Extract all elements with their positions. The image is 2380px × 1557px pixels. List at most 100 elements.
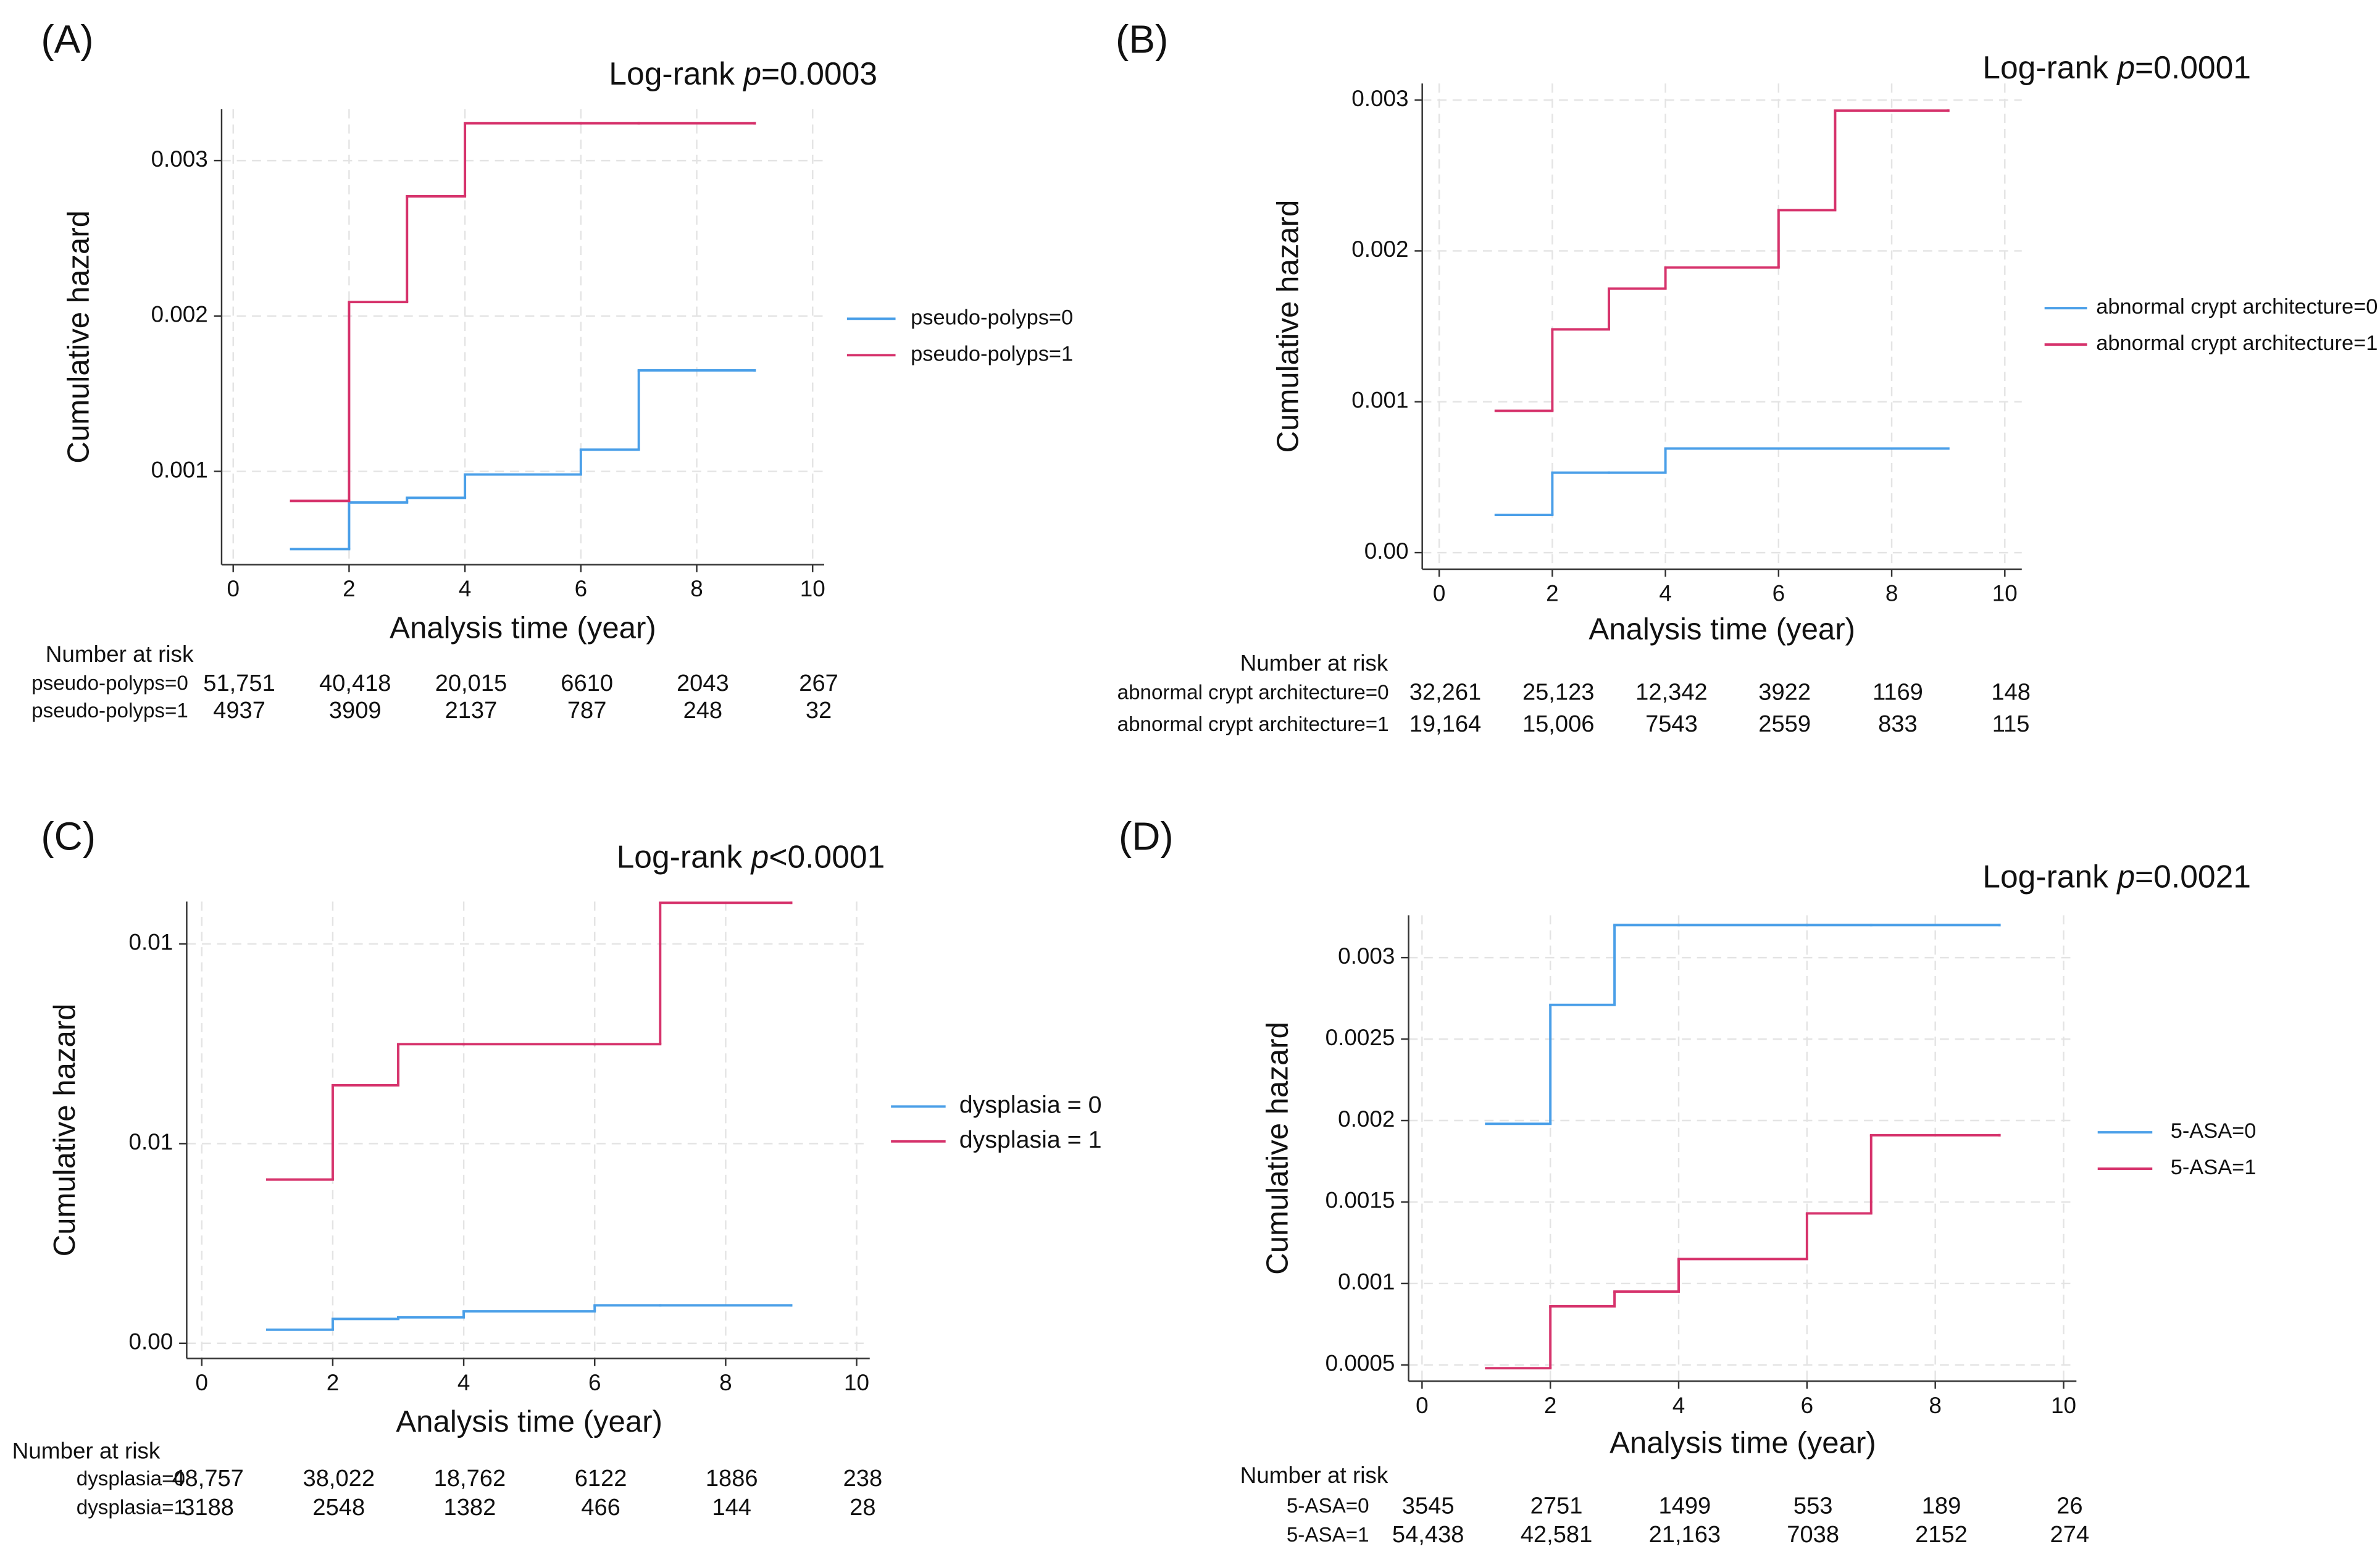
log-rank-annotation: Log-rank p=0.0001 xyxy=(1982,49,2251,85)
risk-count: 3922 xyxy=(1758,680,1811,706)
risk-count: 274 xyxy=(2050,1522,2090,1548)
risk-count: 3545 xyxy=(1402,1493,1455,1519)
y-tick-label: 0.00 xyxy=(1364,538,1409,564)
risk-row-label: dysplasia=1 xyxy=(77,1496,185,1519)
risk-count: 2559 xyxy=(1758,711,1811,737)
risk-row-label: dysplasia=0 xyxy=(77,1467,185,1490)
chart-panel: (B) Log-rank p=0.0001 0.00 0.001 0.002 0.003 0… xyxy=(1116,17,2378,738)
risk-count: 32 xyxy=(806,698,832,724)
x-axis-title: Analysis time (year) xyxy=(1589,612,1855,646)
risk-row-label: 5-ASA=1 xyxy=(1287,1524,1369,1547)
risk-table-title: Number at risk xyxy=(1240,1463,1388,1488)
risk-count: 3188 xyxy=(182,1495,234,1521)
risk-count: 54,438 xyxy=(1392,1522,1464,1548)
y-axis-title: Cumulative hazard xyxy=(61,211,95,464)
risk-count: 553 xyxy=(1793,1493,1833,1519)
risk-row-label: pseudo-polyps=1 xyxy=(31,699,188,722)
y-tick-label: 0.00 xyxy=(129,1329,173,1355)
panel-label: (D) xyxy=(1119,814,1174,858)
x-tick-label: 4 xyxy=(1659,580,1672,606)
x-tick-label: 6 xyxy=(1801,1393,1814,1418)
x-axis-title: Analysis time (year) xyxy=(390,611,656,645)
panel-label: (B) xyxy=(1116,17,1168,62)
risk-count: 38,022 xyxy=(303,1466,375,1492)
x-tick-label: 0 xyxy=(196,1370,208,1395)
y-tick-label: 0.001 xyxy=(151,457,208,482)
y-axis-title: Cumulative hazard xyxy=(48,1003,81,1256)
x-tick-label: 8 xyxy=(1929,1393,1942,1418)
x-tick-label: 2 xyxy=(343,576,356,601)
annotation-part: p xyxy=(750,838,769,874)
risk-row-label: 5-ASA=0 xyxy=(1287,1495,1369,1517)
log-rank-annotation: Log-rank p<0.0001 xyxy=(617,838,885,874)
risk-count: 115 xyxy=(1992,711,2030,737)
y-tick-label: 0.001 xyxy=(1351,387,1408,412)
risk-count: 833 xyxy=(1878,711,1918,737)
risk-count: 1169 xyxy=(1873,680,1923,706)
y-tick-label: 0.002 xyxy=(1338,1106,1395,1132)
risk-count: 32,261 xyxy=(1409,680,1482,706)
risk-count: 1382 xyxy=(444,1495,496,1521)
y-tick-label: 0.003 xyxy=(151,146,208,172)
risk-row-label: abnormal crypt architecture=1 xyxy=(1117,713,1389,736)
risk-count: 6610 xyxy=(561,670,613,696)
risk-count: 238 xyxy=(843,1466,883,1492)
x-tick-label: 0 xyxy=(1416,1393,1428,1418)
annotation-part: <0.0001 xyxy=(769,838,885,874)
risk-count: 6122 xyxy=(575,1466,627,1492)
y-tick-label: 0.002 xyxy=(1351,236,1408,262)
risk-table-title: Number at risk xyxy=(46,641,194,667)
x-axis-title: Analysis time (year) xyxy=(1610,1426,1876,1460)
annotation-part: p xyxy=(2116,858,2135,894)
legend-label: pseudo-polyps=0 xyxy=(911,306,1073,329)
risk-table-title: Number at risk xyxy=(1240,651,1388,676)
risk-count: 15,006 xyxy=(1522,711,1595,737)
x-tick-label: 2 xyxy=(1544,1393,1557,1418)
y-tick-label: 0.01 xyxy=(129,930,173,955)
risk-count: 7543 xyxy=(1645,711,1698,737)
y-tick-label: 0.0015 xyxy=(1326,1188,1395,1213)
x-tick-label: 6 xyxy=(1772,580,1785,606)
y-tick-label: 0.0025 xyxy=(1326,1025,1395,1050)
legend-label: abnormal crypt architecture=1 xyxy=(2096,332,2378,355)
risk-count: 40,418 xyxy=(319,670,391,696)
annotation-part: =0.0001 xyxy=(2135,49,2251,85)
risk-count: 7038 xyxy=(1787,1522,1839,1548)
x-tick-label: 10 xyxy=(844,1370,869,1395)
risk-count: 12,342 xyxy=(1635,680,1708,706)
y-tick-label: 0.0005 xyxy=(1326,1351,1395,1376)
x-tick-label: 8 xyxy=(1885,580,1898,606)
risk-count: 48,757 xyxy=(172,1466,244,1492)
x-tick-label: 2 xyxy=(327,1370,340,1395)
chart-panel: (D) Log-rank p=0.0021 0.0005 0.001 0.0015 0.0… xyxy=(1119,814,2256,1548)
panel-label: (A) xyxy=(41,17,93,62)
legend-label: dysplasia = 1 xyxy=(959,1126,1102,1153)
x-tick-label: 10 xyxy=(2051,1393,2076,1418)
annotation-part: Log-rank xyxy=(1982,858,2117,894)
x-tick-label: 8 xyxy=(690,576,703,601)
annotation-part: Log-rank xyxy=(617,838,751,874)
risk-count: 466 xyxy=(581,1495,620,1521)
x-axis-title: Analysis time (year) xyxy=(396,1405,662,1438)
risk-count: 26 xyxy=(2056,1493,2082,1519)
legend-label: pseudo-polyps=1 xyxy=(911,342,1073,365)
x-tick-label: 8 xyxy=(719,1370,732,1395)
chart-panel: (C) Log-rank p<0.0001 0.00 0.01 0.01 0 2 4 6 8 10 A… xyxy=(12,814,1102,1520)
y-axis-title: Cumulative hazard xyxy=(1261,1022,1295,1275)
log-rank-annotation: Log-rank p=0.0021 xyxy=(1982,858,2251,894)
x-tick-label: 4 xyxy=(1672,1393,1685,1418)
annotation-part: Log-rank xyxy=(1982,49,2117,85)
risk-row-label: pseudo-polyps=0 xyxy=(31,672,188,695)
risk-count: 1886 xyxy=(706,1466,758,1492)
risk-count: 2548 xyxy=(312,1495,365,1521)
risk-count: 144 xyxy=(712,1495,751,1521)
x-tick-label: 6 xyxy=(575,576,588,601)
risk-count: 25,123 xyxy=(1522,680,1595,706)
y-tick-label: 0.01 xyxy=(129,1129,173,1154)
risk-count: 4937 xyxy=(213,698,265,724)
log-rank-annotation: Log-rank p=0.0003 xyxy=(609,56,877,91)
y-tick-label: 0.001 xyxy=(1338,1269,1395,1295)
risk-count: 2751 xyxy=(1530,1493,1583,1519)
annotation-part: =0.0003 xyxy=(761,56,877,91)
